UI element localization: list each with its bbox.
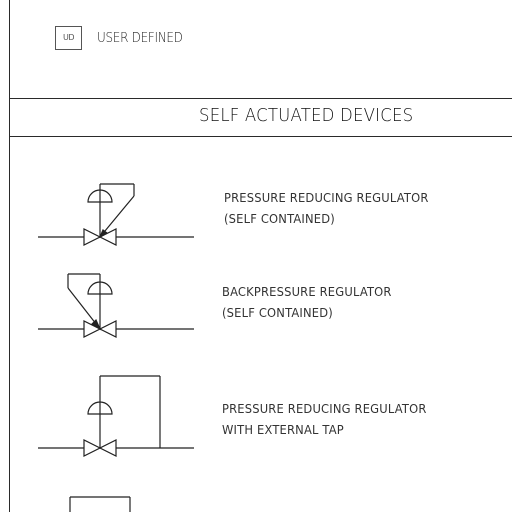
device-1-description: PRESSURE REDUCING REGULATOR (SELF CONTAI… bbox=[224, 187, 429, 229]
device-1-line2: (SELF CONTAINED) bbox=[224, 211, 335, 226]
section-divider-bottom bbox=[9, 136, 512, 137]
pressure-reducing-regulator-external-tap-icon bbox=[38, 375, 194, 457]
device-3-line1: PRESSURE REDUCING REGULATOR bbox=[222, 401, 427, 416]
device-2-line2: (SELF CONTAINED) bbox=[222, 305, 333, 320]
device-3-line2: WITH EXTERNAL TAP bbox=[222, 422, 344, 437]
back-pressure-regulator-icon bbox=[38, 273, 194, 338]
left-border-line bbox=[9, 0, 10, 512]
pressure-reducing-regulator-icon bbox=[38, 183, 194, 246]
user-defined-symbol-box: UD bbox=[55, 26, 82, 50]
device-3-description: PRESSURE REDUCING REGULATOR WITH EXTERNA… bbox=[222, 398, 427, 440]
device-2-line1: BACKPRESSURE REGULATOR bbox=[222, 284, 392, 299]
section-divider-top bbox=[9, 98, 512, 99]
next-device-symbol-partial-icon bbox=[69, 496, 131, 512]
section-title: SELF ACTUATED DEVICES bbox=[199, 105, 414, 126]
device-2-description: BACKPRESSURE REGULATOR (SELF CONTAINED) bbox=[222, 281, 392, 323]
user-defined-label: USER DEFINED bbox=[97, 31, 183, 46]
device-1-line1: PRESSURE REDUCING REGULATOR bbox=[224, 190, 429, 205]
